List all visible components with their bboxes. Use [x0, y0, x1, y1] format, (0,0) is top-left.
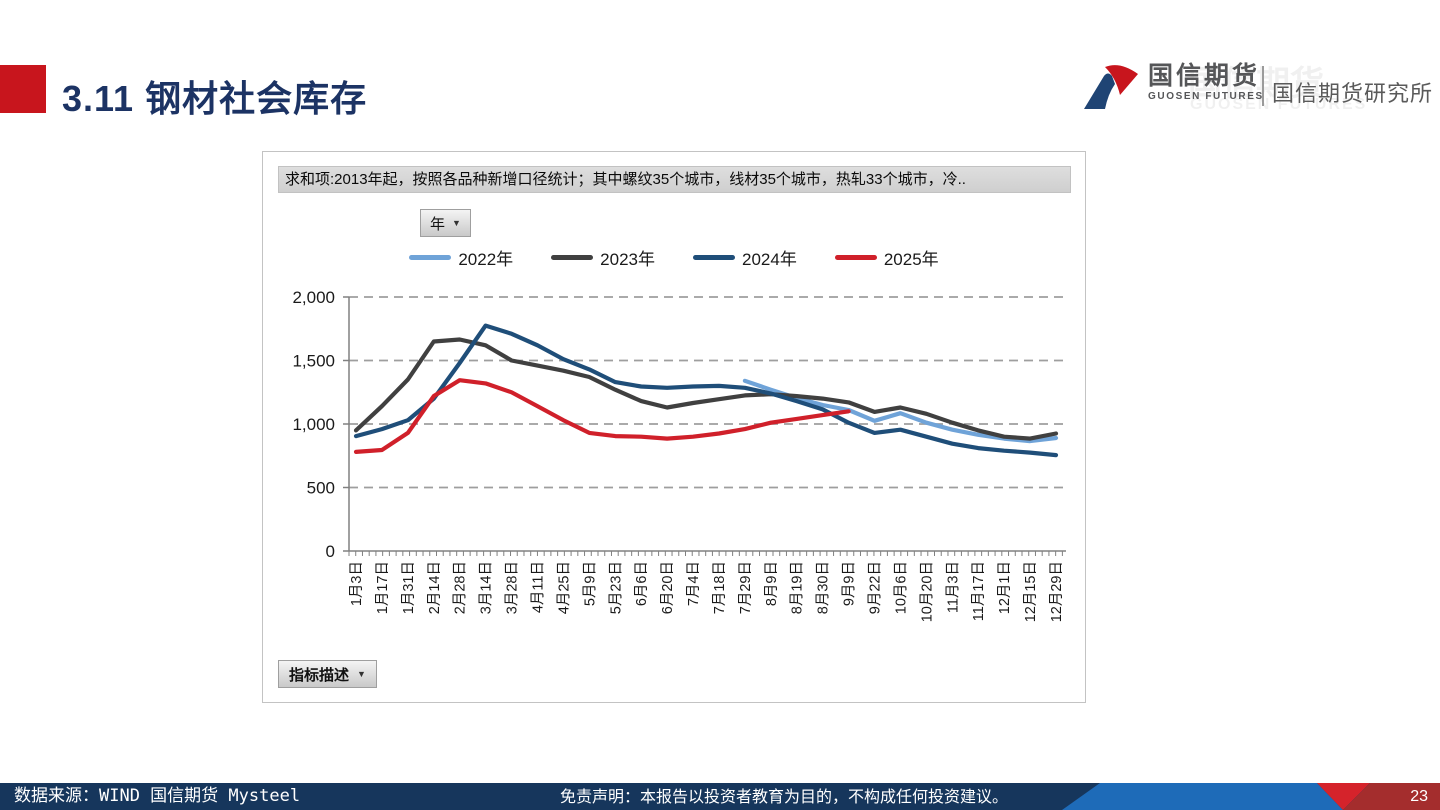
legend-swatch: [834, 255, 877, 260]
x-tick-label: 4月11日: [530, 561, 546, 613]
year-filter-label: 年: [430, 215, 446, 233]
footer-blue-shape: [1062, 783, 1343, 810]
dropdown-arrow-icon: ▼: [452, 218, 461, 228]
legend-label: 2025年: [883, 250, 939, 269]
y-tick-label: 2,000: [292, 288, 335, 307]
dropdown-arrow-icon: ▼: [357, 669, 366, 679]
series-line-2022年: [742, 378, 1059, 444]
page-title: 3.11 钢材社会库存: [62, 78, 368, 119]
logo-watermark: 国信期货: [1188, 65, 1324, 103]
series-line-2025年: [353, 378, 851, 454]
brand-name-en: GUOSEN FUTURES: [1148, 91, 1264, 102]
x-tick-label: 7月29日: [738, 561, 754, 614]
x-tick-label: 12月1日: [997, 561, 1013, 614]
x-tick-label: 12月15日: [1023, 561, 1039, 622]
x-tick-label: 9月9日: [842, 561, 858, 606]
logo-divider: [1262, 66, 1264, 106]
guosen-logo-icon: [1084, 65, 1138, 109]
title-accent-square: [0, 65, 46, 113]
page-number: 23: [1410, 788, 1428, 805]
x-tick-label: 8月9日: [764, 561, 780, 606]
legend-swatch: [693, 255, 735, 260]
x-tick-label: 4月25日: [556, 561, 572, 614]
brand-name: 国信期货: [1148, 62, 1261, 90]
legend-item-2024年: 2024年: [693, 245, 797, 270]
legend-item-2023年: 2023年: [551, 245, 655, 270]
x-tick-label: 6月6日: [634, 561, 650, 606]
chart-legend: 2022年 2023年 2024年 2025年: [263, 245, 1085, 270]
chart-panel: 求和项:2013年起，按照各品种新增口径统计；其中螺纹35个城市，线材35个城市…: [262, 151, 1086, 703]
disclaimer-label: 免责声明：本报告以投资者教育为目的，不构成任何投资建议。: [560, 787, 1009, 806]
x-tick-label: 7月4日: [686, 561, 702, 606]
chart-caption-bar: 求和项:2013年起，按照各品种新增口径统计；其中螺纹35个城市，线材35个城市…: [278, 166, 1071, 193]
x-tick-label: 1月17日: [375, 561, 391, 614]
legend-swatch: [551, 255, 594, 260]
x-tick-label: 8月30日: [816, 561, 832, 614]
logo-watermark-en: GUOSEN FUTURES: [1190, 96, 1368, 113]
header-logo: 国信期货 GUOSEN FUTURES 国信期货 GUOSEN FUTURES …: [1078, 56, 1432, 118]
data-source-label: 数据来源：WIND 国信期货 Mysteel: [14, 786, 301, 806]
research-division-label: 国信期货研究所: [1272, 81, 1434, 106]
x-tick-label: 3月28日: [505, 561, 521, 614]
x-tick-label: 11月3日: [945, 561, 961, 613]
legend-swatch: [409, 255, 452, 260]
x-tick-label: 5月23日: [608, 561, 624, 614]
x-tick-label: 12月29日: [1049, 561, 1065, 622]
y-tick-label: 1,500: [292, 352, 335, 371]
legend-item-2025年: 2025年: [834, 245, 939, 270]
x-tick-label: 1月3日: [349, 561, 365, 606]
series-line-2024年: [353, 323, 1059, 458]
x-tick-label: 10月6日: [893, 561, 909, 614]
x-tick-label: 2月14日: [427, 561, 443, 614]
y-tick-label: 500: [307, 479, 335, 498]
footer-bar: 数据来源：WIND 国信期货 Mysteel 免责声明：本报告以投资者教育为目的…: [0, 783, 1440, 810]
indicator-description-label: 指标描述: [289, 666, 350, 684]
brand-block: 国信期货 GUOSEN FUTURES: [1148, 62, 1264, 104]
line-chart: 0 500 1,000 1,500 2,000 1月3日 1月17日 1月31日 2月14日 2月…: [292, 288, 1066, 622]
x-tick-label: 2月28日: [453, 561, 469, 614]
y-tick-label: 0: [326, 542, 335, 561]
legend-label: 2022年: [458, 250, 514, 269]
x-tick-label: 6月20日: [660, 561, 676, 614]
legend-item-2022年: 2022年: [409, 245, 513, 270]
x-tick-label: 3月14日: [479, 561, 495, 614]
x-tick-label: 11月17日: [971, 561, 987, 621]
x-tick-label: 9月22日: [868, 561, 884, 614]
x-tick-label: 8月19日: [790, 561, 806, 614]
indicator-description-dropdown[interactable]: 指标描述 ▼: [278, 660, 377, 688]
legend-label: 2023年: [600, 250, 655, 269]
legend-label: 2024年: [742, 250, 797, 269]
x-tick-label: 7月18日: [712, 561, 728, 614]
year-filter-dropdown[interactable]: 年 ▼: [420, 209, 471, 237]
x-tick-label: 5月9日: [582, 561, 598, 606]
x-tick-label: 1月31日: [401, 561, 417, 614]
x-tick-label: 10月20日: [919, 561, 935, 622]
y-tick-label: 1,000: [292, 415, 335, 434]
